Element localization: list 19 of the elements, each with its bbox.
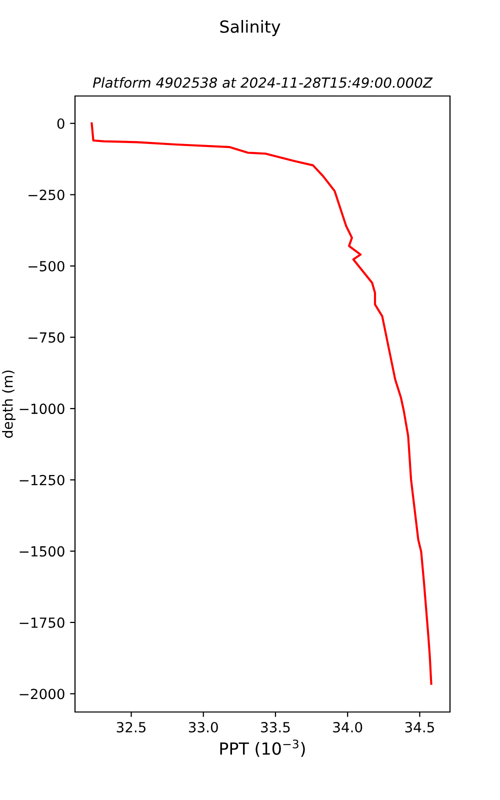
x-tick-label: 34.0: [333, 722, 362, 732]
x-tick-label: 33.5: [261, 722, 290, 732]
y-tick-label: 0: [57, 118, 64, 129]
line-series: [90, 122, 432, 685]
y-tick-label: −250: [28, 190, 64, 200]
y-tick-label: −500: [28, 260, 64, 272]
y-tick-label: −2000: [20, 688, 64, 700]
y-axis-title: depth (m): [2, 370, 16, 438]
chart-subtitle: Platform 4902538 at 2024-11-28T15:49:00.000Z: [92, 77, 433, 88]
y-tick-label: −1000: [20, 404, 64, 414]
x-tick-label: 34.5: [405, 722, 434, 732]
y-tick-label: −750: [28, 332, 64, 343]
x-axis-title: PPT (10$^{−3}$): [220, 740, 305, 757]
y-tick-label: −1250: [20, 474, 64, 486]
x-tick-label: 32.5: [116, 722, 146, 732]
y-tick-label: −1750: [20, 617, 64, 628]
y-tick-label: −1500: [20, 546, 64, 557]
chart-title: Salinity: [220, 20, 280, 36]
x-tick-label: 33.0: [188, 722, 218, 732]
